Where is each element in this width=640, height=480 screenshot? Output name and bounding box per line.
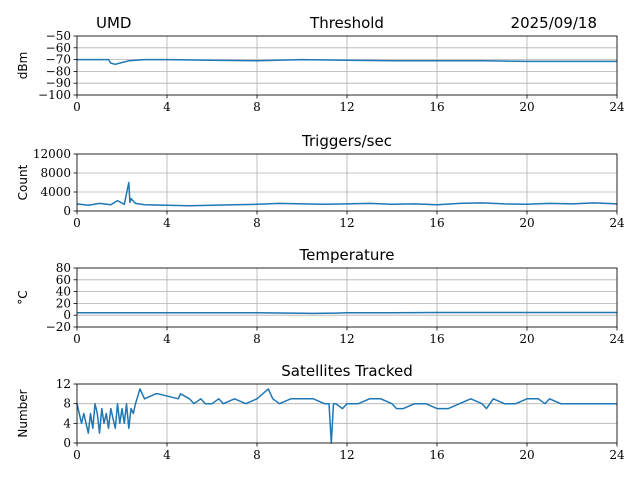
y-tick-label: 4000	[40, 185, 71, 199]
y-tick-label: 8	[63, 397, 71, 411]
y-tick-label: −20	[46, 320, 71, 334]
y-tick-label: 60	[56, 273, 71, 287]
x-tick-label: 0	[73, 100, 81, 114]
x-tick-label: 16	[429, 332, 444, 346]
y-tick-label: −80	[46, 64, 71, 78]
x-tick-label: 0	[73, 448, 81, 462]
series-line	[77, 58, 617, 66]
chart-title: Threshold	[309, 14, 384, 32]
y-axis-label: Count	[16, 164, 30, 200]
y-axis-label: dBm	[16, 52, 30, 80]
y-axis-label: Number	[16, 389, 30, 437]
x-tick-label: 20	[519, 100, 534, 114]
x-tick-label: 24	[609, 332, 625, 346]
y-tick-label: 4	[63, 416, 71, 430]
y-tick-label: 0	[63, 204, 71, 218]
series-line	[76, 388, 617, 444]
x-tick-label: 16	[429, 100, 444, 114]
x-tick-label: 24	[609, 100, 625, 114]
x-tick-label: 24	[609, 216, 625, 230]
y-tick-label: −60	[46, 41, 71, 55]
x-tick-label: 8	[253, 100, 261, 114]
chart-title: Satellites Tracked	[281, 362, 412, 380]
y-tick-label: 12000	[33, 147, 71, 161]
y-tick-label: 80	[56, 261, 71, 275]
x-tick-label: 16	[429, 448, 444, 462]
chart-title: Triggers/sec	[301, 132, 392, 150]
y-tick-label: −50	[46, 29, 71, 43]
y-tick-label: 8000	[40, 166, 71, 180]
chart-panel: 0 4 8 12 16 20 24 0 4 8 12 Satellites Tracked Number	[16, 362, 625, 462]
x-tick-label: 20	[519, 332, 534, 346]
x-tick-label: 4	[163, 332, 171, 346]
x-tick-label: 4	[163, 448, 171, 462]
series-line	[77, 311, 617, 315]
y-tick-label: 20	[56, 296, 71, 310]
header-label: UMD	[96, 14, 131, 32]
x-tick-label: 16	[429, 216, 444, 230]
x-tick-label: 8	[253, 448, 261, 462]
x-tick-label: 8	[253, 216, 261, 230]
y-axis-label: °C	[16, 290, 30, 304]
x-tick-label: 0	[73, 216, 81, 230]
chart-panel: 0 4 8 12 16 20 24 0 4000 8000 12000 Triggers/sec Cou…	[16, 132, 625, 230]
plots: 0 4 8 12 16 20 24 −100−90−80−70−60−50 Threshold d…	[16, 14, 625, 462]
chart-panel: 0 4 8 12 16 20 24 −100−90−80−70−60−50 Threshold d…	[16, 14, 625, 114]
x-tick-label: 12	[339, 448, 354, 462]
x-tick-label: 8	[253, 332, 261, 346]
series-line	[76, 181, 618, 207]
x-tick-label: 4	[163, 216, 171, 230]
x-tick-label: 0	[73, 332, 81, 346]
x-tick-label: 20	[519, 216, 534, 230]
x-tick-label: 12	[339, 216, 354, 230]
x-tick-label: 12	[339, 332, 354, 346]
y-tick-label: 0	[63, 308, 71, 322]
x-tick-label: 12	[339, 100, 354, 114]
chart-title: Temperature	[298, 246, 394, 264]
y-tick-label: 40	[56, 285, 71, 299]
x-tick-label: 20	[519, 448, 534, 462]
y-tick-label: −90	[46, 76, 71, 90]
y-tick-label: −100	[38, 88, 71, 102]
header-date: 2025/09/18	[511, 14, 597, 32]
y-tick-label: 0	[63, 436, 71, 450]
y-tick-label: 12	[56, 377, 71, 391]
x-tick-label: 4	[163, 100, 171, 114]
x-tick-label: 24	[609, 448, 625, 462]
y-tick-label: −70	[46, 53, 71, 67]
